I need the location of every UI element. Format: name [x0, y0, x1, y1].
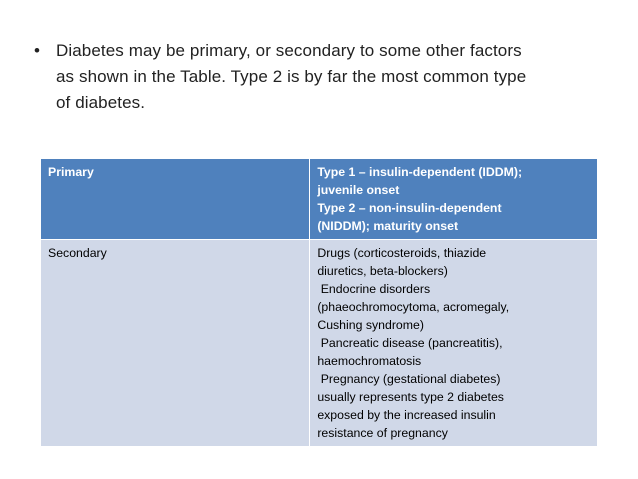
bullet-text-line: Diabetes may be primary, or secondary to… — [56, 41, 522, 60]
cell-line: haemochromatosis — [317, 354, 422, 368]
cell-line: diuretics, beta-blockers) — [317, 264, 448, 278]
cell-line: Pregnancy (gestational diabetes) — [317, 372, 501, 386]
bullet-point: • Diabetes may be primary, or secondary … — [34, 38, 604, 116]
bullet-text: Diabetes may be primary, or secondary to… — [56, 38, 526, 116]
cell-line: Pancreatic disease (pancreatitis), — [317, 336, 503, 350]
row-cell-secondary: Secondary — [41, 239, 310, 446]
header-cell-primary-types: Type 1 – insulin-dependent (IDDM); juven… — [309, 159, 597, 240]
cell-line: exposed by the increased insulin — [317, 408, 496, 422]
cell-line: juvenile onset — [317, 183, 400, 197]
cell-line: usually represents type 2 diabetes — [317, 390, 504, 404]
cell-line: Type 1 – insulin-dependent (IDDM); — [317, 165, 523, 179]
header-cell-primary: Primary — [41, 159, 310, 240]
bullet-text-line: as shown in the Table. Type 2 is by far … — [56, 67, 527, 86]
table-header-row: Primary Type 1 – insulin-dependent (IDDM… — [41, 159, 597, 240]
cell-line: (NIDDM); maturity onset — [317, 219, 459, 233]
table-row: Secondary Drugs (corticosteroids, thiazi… — [41, 239, 597, 446]
diabetes-classification-table: Primary Type 1 – insulin-dependent (IDDM… — [41, 159, 597, 446]
cell-line: Type 2 – non-insulin-dependent — [317, 201, 502, 215]
row-cell-secondary-causes: Drugs (corticosteroids, thiazide diureti… — [309, 239, 597, 446]
cell-line: Endocrine disorders — [317, 282, 431, 296]
cell-line: resistance of pregnancy — [317, 426, 448, 440]
bullet-text-line: of diabetes. — [56, 93, 146, 112]
bullet-icon: • — [34, 41, 40, 60]
cell-line: (phaeochromocytoma, acromegaly, — [317, 300, 510, 314]
cell-line: Cushing syndrome) — [317, 318, 424, 332]
cell-line: Drugs (corticosteroids, thiazide — [317, 246, 487, 260]
